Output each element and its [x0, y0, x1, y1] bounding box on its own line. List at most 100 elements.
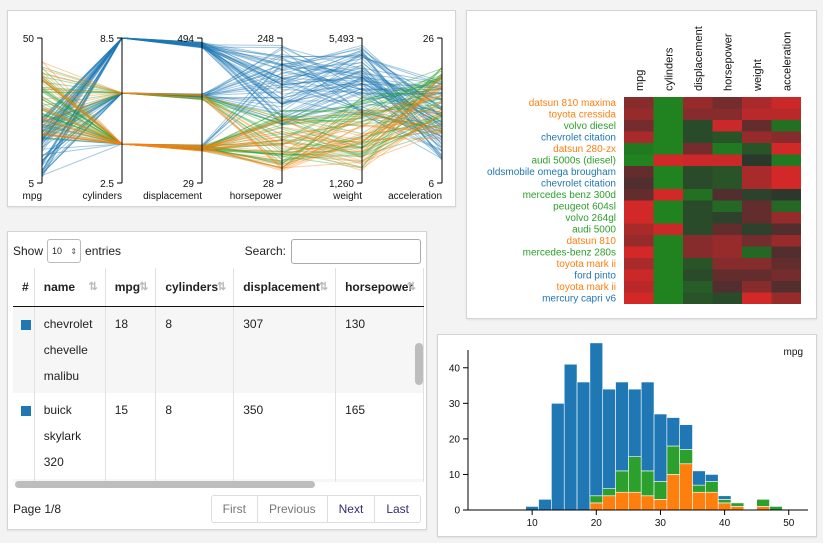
table-scroll-area[interactable]: # name ⇅ mpg ⇅ cylinders ⇅ displacement ⇅ ho…: [13, 268, 424, 482]
heatmap-cell: [683, 223, 713, 235]
heatmap-cell: [624, 258, 654, 270]
heatmap-cell: [712, 154, 742, 166]
table-row[interactable]: plymouth 18 8 318 150: [13, 478, 424, 482]
vertical-scrollbar[interactable]: [415, 343, 423, 385]
heatmap-cell: [742, 292, 772, 304]
heatmap-cell: [712, 166, 742, 178]
pc-line: [41, 88, 443, 153]
heatmap-cell: [653, 108, 683, 120]
first-page-button[interactable]: First: [222, 502, 246, 516]
parallel-coordinates-panel: 50 5 mpg 8.5 2.5 cylinders 494 29 displacement 24…: [7, 10, 456, 207]
heatmap-cell: [712, 120, 742, 132]
cell-name: chevrolet chevelle malibu: [34, 306, 106, 393]
heatmap-cell: [771, 258, 801, 270]
pc-line: [41, 72, 443, 127]
pc-axis-min-label: 5: [28, 179, 34, 190]
pc-line: [41, 37, 443, 128]
horizontal-scrollbar[interactable]: [15, 481, 315, 488]
pc-line: [41, 37, 443, 141]
histogram-bar: [730, 506, 745, 511]
histogram-bar: [615, 381, 629, 472]
row-color-cell[interactable]: [13, 392, 35, 479]
pc-axis-min-label: 2.5: [100, 179, 114, 190]
table-row[interactable]: buick skylark 320 15 8 350 165: [13, 392, 424, 479]
histogram-panel: 10 20 30 40 50 0 10 20 30 40 mpg: [437, 334, 817, 537]
pc-line: [41, 102, 443, 176]
col-header-cylinders[interactable]: cylinders ⇅: [155, 268, 235, 307]
heatmap-cell: [683, 246, 713, 258]
heatmap-cell: [653, 200, 683, 212]
histogram-bar: [705, 474, 719, 482]
pc-line: [41, 55, 443, 156]
histogram-bar: [666, 445, 680, 475]
heatmap-cell: [771, 281, 801, 293]
histogram-bar: [628, 456, 642, 493]
col-header-name[interactable]: name ⇅: [34, 268, 106, 307]
next-page-button[interactable]: Next: [326, 496, 375, 522]
heatmap-cell: [683, 143, 713, 155]
heatmap-cell: [653, 189, 683, 201]
last-page-button[interactable]: Last: [374, 496, 420, 522]
select-arrows-icon: ⇕: [70, 247, 78, 256]
pc-line: [41, 96, 443, 156]
histogram-bar: [576, 381, 591, 511]
pc-line: [41, 102, 443, 148]
heatmap-cell: [683, 97, 713, 109]
heatmap-column-label: weight: [752, 59, 764, 92]
heatmap-row-label: ford pinto: [574, 271, 616, 282]
pc-axis-title: horsepower: [230, 191, 283, 202]
page-length-select[interactable]: 10 ⇕: [47, 239, 82, 263]
histogram-bar: [705, 491, 719, 511]
histogram-bar: [551, 403, 565, 511]
heatmap-panel: mpg cylinders displacement horsepower weight…: [466, 10, 817, 319]
heatmap-cell: [742, 246, 772, 258]
heatmap-column-label: mpg: [634, 70, 646, 91]
pc-line: [41, 76, 443, 143]
heatmap-cell: [683, 269, 713, 281]
pc-line: [41, 92, 443, 153]
heatmap-cell: [624, 269, 654, 281]
col-header-mpg[interactable]: mpg ⇅: [105, 268, 157, 307]
sort-icon: ⇅: [216, 281, 227, 293]
pc-line: [41, 77, 443, 150]
pc-line: [41, 77, 443, 130]
pc-line: [41, 91, 443, 128]
pc-axis-min-label: 6: [428, 179, 434, 190]
pc-line: [41, 90, 443, 174]
pc-line: [41, 78, 443, 147]
heatmap-cell: [624, 200, 654, 212]
pc-axis-max-label: 26: [423, 34, 435, 45]
heatmap-cell: [624, 120, 654, 132]
heatmap-cell: [712, 292, 742, 304]
pc-line: [41, 37, 443, 150]
cell-cylinders: 8: [155, 306, 235, 393]
previous-page-button[interactable]: Previous: [256, 496, 327, 522]
pc-line: [41, 107, 443, 150]
pc-axis-title: cylinders: [83, 191, 122, 202]
pc-line: [41, 37, 443, 163]
heatmap-cell: [683, 154, 713, 166]
pc-line: [41, 89, 443, 164]
pc-axis-min-label: 1,260: [329, 179, 354, 190]
row-color-cell[interactable]: [13, 478, 35, 482]
pc-line: [41, 37, 443, 120]
heatmap-cell: [742, 166, 772, 178]
histogram-bar: [679, 449, 693, 465]
histogram-bar: [615, 470, 629, 493]
pc-line: [41, 124, 443, 169]
histogram-bar: [628, 491, 642, 511]
heatmap-row-label: audi 5000s (diesel): [532, 156, 617, 167]
search-input[interactable]: [291, 238, 421, 264]
table-row[interactable]: chevrolet chevelle malibu 18 8 307 130: [13, 306, 424, 393]
pagination: Page 1/8 First Previous Next Last: [13, 495, 421, 523]
pc-line: [41, 56, 443, 146]
col-header-horsepower[interactable]: horsepower ⇅: [335, 268, 424, 307]
pc-line: [41, 82, 443, 148]
pc-line: [41, 92, 443, 171]
heatmap-cell: [742, 200, 772, 212]
pc-line: [41, 71, 443, 154]
histogram-bar: [563, 363, 578, 511]
col-header-displacement[interactable]: displacement ⇅: [233, 268, 337, 307]
row-color-cell[interactable]: [13, 306, 35, 393]
name-line: malibu: [43, 368, 80, 383]
